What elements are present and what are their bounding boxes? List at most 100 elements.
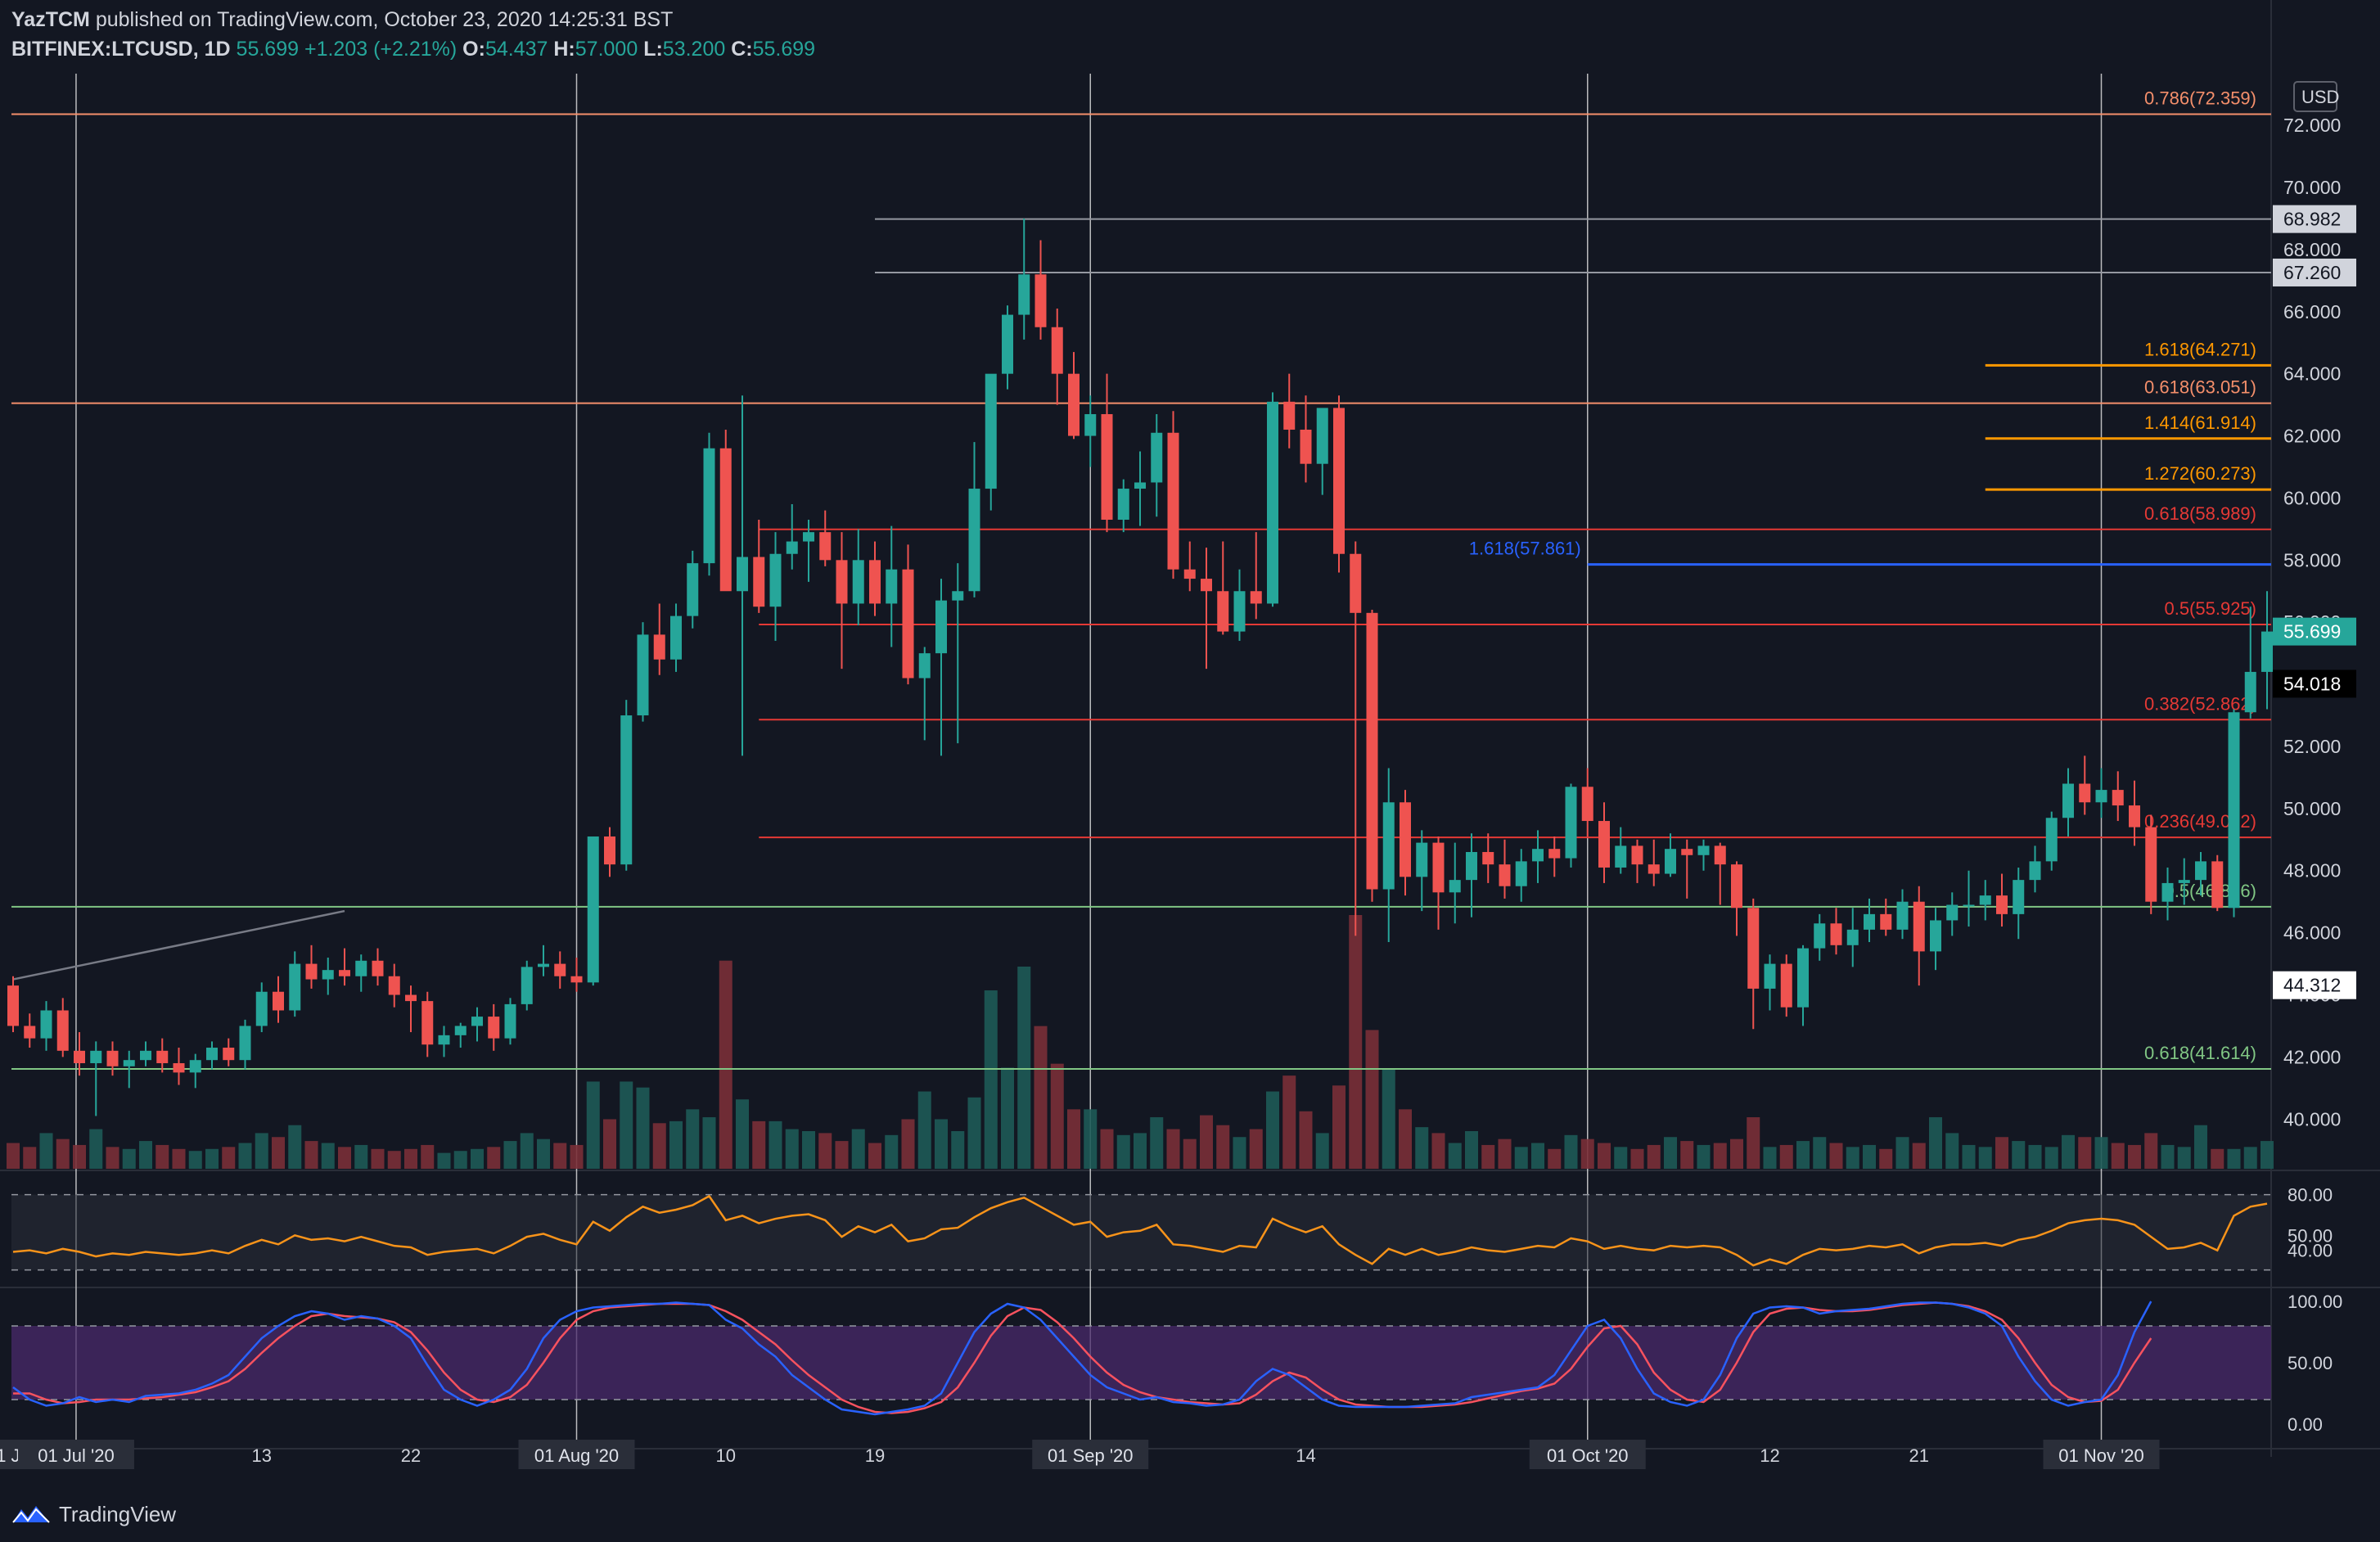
fib-level-label: 0.618(41.614) <box>2144 1043 2256 1063</box>
volume-bar <box>2078 1137 2092 1169</box>
volume-bar <box>1514 1147 1528 1169</box>
trendline <box>12 909 345 981</box>
time-label-box <box>17 1440 134 1469</box>
fib-level-label: 0.618(63.051) <box>2144 377 2256 398</box>
price-label-text: 68.982 <box>2283 209 2341 230</box>
stoch-band <box>11 1326 2271 1400</box>
volume-bar <box>1945 1133 1959 1169</box>
volume-bar <box>106 1147 119 1169</box>
candle-body <box>852 560 864 604</box>
candle-body <box>1002 314 1013 374</box>
volume-bar <box>586 1081 600 1169</box>
candle-body <box>173 1062 185 1073</box>
price-tick-label: 72.000 <box>2283 115 2341 136</box>
candle-body <box>156 1050 169 1063</box>
volume-bar <box>835 1141 849 1169</box>
time-tick-label: 01 Aug '20 <box>534 1445 619 1466</box>
volume-bar <box>1929 1117 1942 1169</box>
candle-body <box>1797 948 1809 1008</box>
candle-body <box>2145 827 2157 902</box>
symbol-name[interactable]: BITFINEX:LTCUSD, 1D <box>11 38 231 61</box>
candle-body <box>454 1026 467 1035</box>
volume-bar <box>1349 915 1363 1169</box>
candle-body <box>1996 895 2008 914</box>
candle-body <box>538 963 549 967</box>
volume-bar <box>1100 1129 1114 1169</box>
author-name[interactable]: YazTCM <box>11 8 90 31</box>
candle-body <box>587 836 599 983</box>
candle-body <box>405 994 417 1002</box>
candle-body <box>803 532 814 542</box>
price-label-box <box>2273 258 2356 286</box>
volume-bar <box>2044 1147 2058 1169</box>
stoch-tick-label: 100.00 <box>2288 1292 2342 1312</box>
fib-level-label: 1.272(60.273) <box>2144 463 2256 484</box>
volume-bar <box>1879 1148 1893 1169</box>
candle-body <box>985 373 997 489</box>
volume-bar <box>520 1133 534 1169</box>
volume-bar <box>636 1087 650 1169</box>
candle-body <box>273 991 284 1011</box>
candle-body <box>1581 787 1593 822</box>
candle-body <box>637 634 649 716</box>
candle-body <box>1151 432 1163 483</box>
candle-body <box>289 963 301 1011</box>
candle-body <box>74 1050 85 1063</box>
candle-body <box>1068 373 1080 436</box>
price-tick-label: 40.000 <box>2283 1108 2341 1129</box>
volume-bar <box>1912 1143 1926 1169</box>
time-tick-label: 01 Jul '20 <box>38 1445 115 1466</box>
candle-body <box>1665 849 1676 874</box>
candle-body <box>1864 913 1875 930</box>
time-tick-label: 01 Oct '20 <box>1547 1445 1629 1466</box>
volume-bar <box>222 1147 236 1169</box>
candle-body <box>2045 818 2058 862</box>
candle-body <box>1167 432 1179 570</box>
candle-body <box>322 970 334 980</box>
candle-body <box>2228 712 2240 909</box>
candle-body <box>7 985 19 1026</box>
volume-bar <box>1017 966 1031 1169</box>
candle-body <box>902 569 914 679</box>
candle-body <box>1117 489 1129 520</box>
candle-body <box>670 615 682 660</box>
candle-body <box>438 1035 450 1045</box>
volume-bar <box>205 1148 219 1169</box>
volume-bar <box>7 1143 20 1169</box>
candle-body <box>1018 274 1030 315</box>
time-tick-label: 19 <box>865 1445 885 1466</box>
volume-bar <box>1183 1138 1197 1169</box>
candle-body <box>1034 274 1047 327</box>
candle-body <box>421 1001 434 1045</box>
volume-bar <box>570 1144 584 1169</box>
last-price: 55.699 <box>236 38 300 61</box>
volume-bar <box>89 1129 103 1169</box>
volume-bar <box>553 1143 567 1169</box>
candle-body <box>570 976 583 983</box>
close-label: C: <box>731 38 753 61</box>
close-value: 55.699 <box>752 38 816 61</box>
volume-bar <box>354 1144 368 1169</box>
volume-bar <box>818 1133 832 1169</box>
price-label-box <box>2273 205 2356 233</box>
volume-bar <box>785 1129 799 1169</box>
volume-bar <box>1498 1138 1512 1169</box>
candle-body <box>1283 401 1296 430</box>
volume-bar <box>603 1119 616 1169</box>
volume-bar <box>1233 1137 1246 1169</box>
volume-bar <box>1763 1147 1777 1169</box>
volume-bar <box>2261 1141 2274 1169</box>
volume-bar <box>321 1143 335 1169</box>
volume-bar <box>702 1117 716 1169</box>
volume-bar <box>387 1151 401 1169</box>
volume-bar <box>2243 1147 2257 1169</box>
tradingview-brand[interactable]: TradingView <box>11 1501 176 1527</box>
candle-body <box>1466 851 1477 881</box>
fib-level-label: 1.618(64.271) <box>2144 339 2256 359</box>
volume-bar <box>139 1141 152 1169</box>
volume-bar <box>503 1141 517 1169</box>
candle-body <box>1366 612 1378 890</box>
brand-text: TradingView <box>59 1501 177 1526</box>
time-label-box <box>2043 1440 2160 1469</box>
